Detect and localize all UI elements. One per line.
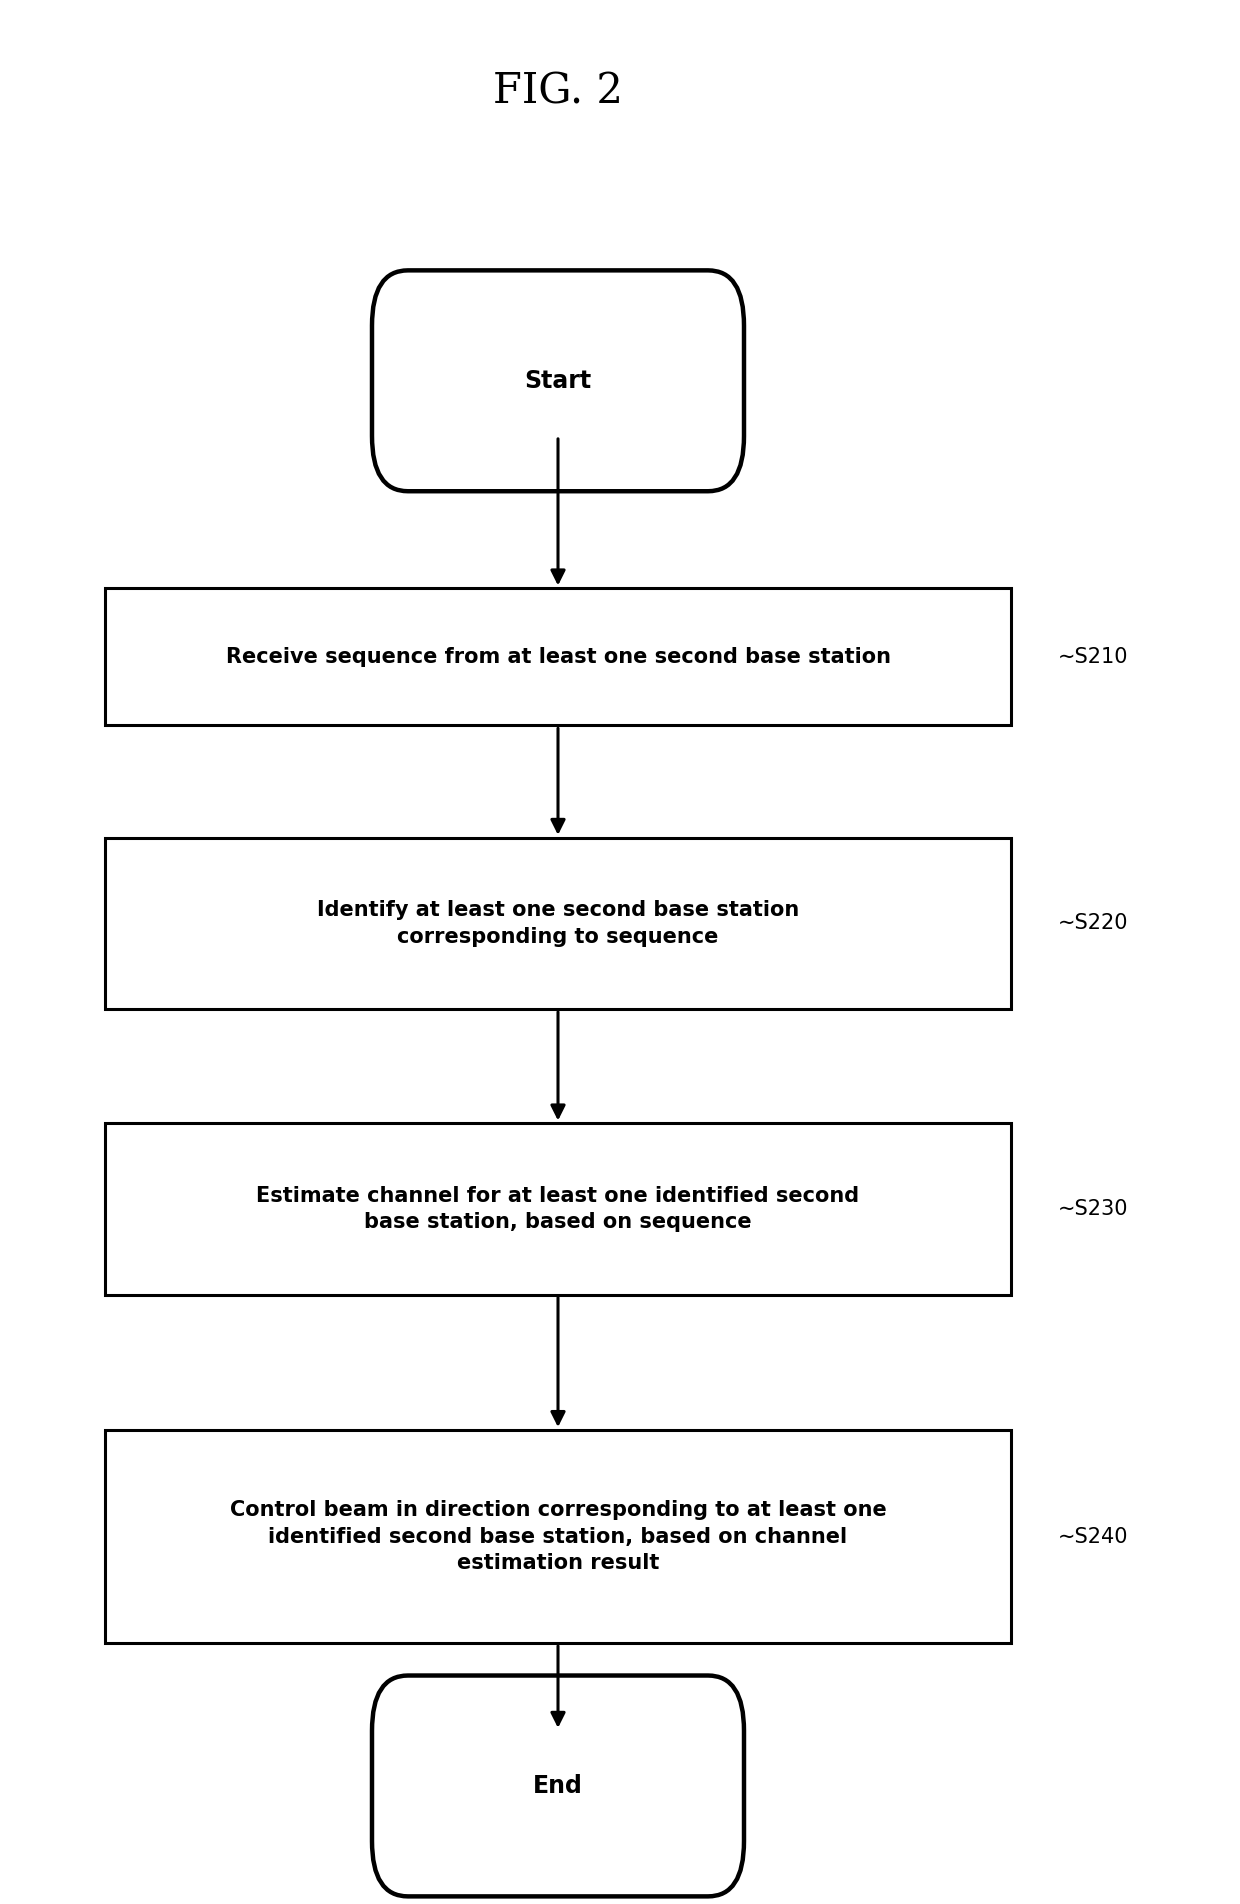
Text: ∼S220: ∼S220 xyxy=(1058,914,1128,933)
Text: Identify at least one second base station
corresponding to sequence: Identify at least one second base statio… xyxy=(317,901,799,946)
Text: Start: Start xyxy=(525,369,591,392)
Text: ∼S210: ∼S210 xyxy=(1058,647,1128,666)
FancyBboxPatch shape xyxy=(372,270,744,491)
Text: FIG. 2: FIG. 2 xyxy=(494,70,622,112)
Text: Control beam in direction corresponding to at least one
identified second base s: Control beam in direction corresponding … xyxy=(229,1500,887,1573)
Text: ∼S240: ∼S240 xyxy=(1058,1527,1128,1546)
FancyBboxPatch shape xyxy=(105,588,1011,725)
Text: ∼S230: ∼S230 xyxy=(1058,1200,1128,1219)
FancyBboxPatch shape xyxy=(105,1430,1011,1643)
FancyBboxPatch shape xyxy=(105,1123,1011,1295)
FancyBboxPatch shape xyxy=(372,1676,744,1896)
FancyBboxPatch shape xyxy=(105,838,1011,1009)
Text: Estimate channel for at least one identified second
base station, based on seque: Estimate channel for at least one identi… xyxy=(257,1186,859,1232)
Text: Receive sequence from at least one second base station: Receive sequence from at least one secon… xyxy=(226,647,890,666)
Text: End: End xyxy=(533,1775,583,1797)
